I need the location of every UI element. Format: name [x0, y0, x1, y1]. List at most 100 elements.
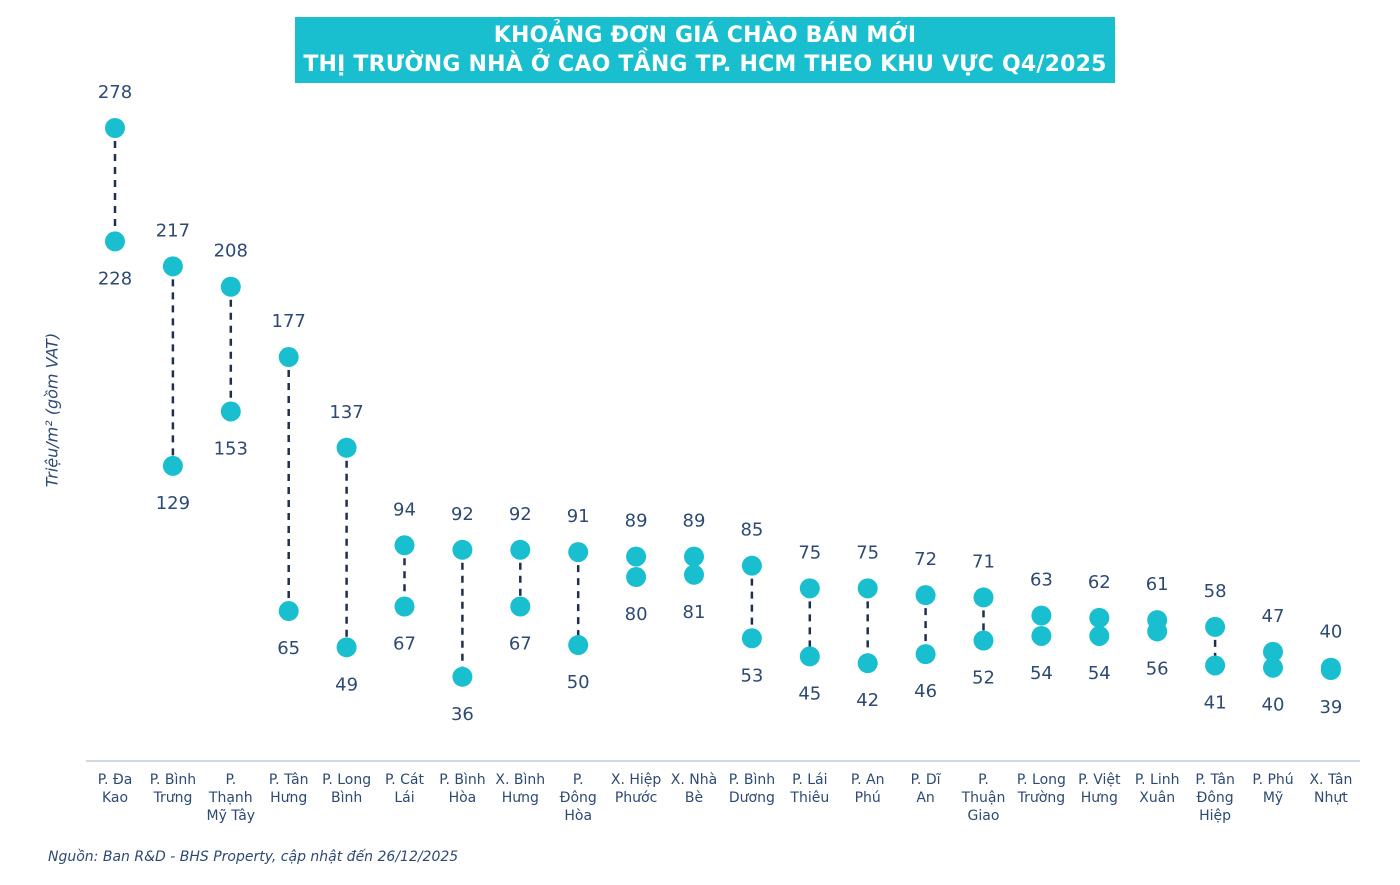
max-price-label: 278 — [98, 82, 132, 103]
max-price-label: 40 — [1319, 622, 1342, 643]
max-price-label: 58 — [1204, 581, 1227, 602]
max-price-label: 61 — [1146, 574, 1169, 595]
category-label-line: P. Bình — [729, 772, 775, 788]
min-price-dot — [684, 564, 704, 585]
category-label-line: Hòa — [449, 790, 477, 806]
min-price-dot — [799, 646, 820, 667]
category-label-line: P. — [978, 772, 989, 788]
min-price-label: 52 — [972, 668, 995, 689]
category-label-line: Xuân — [1139, 790, 1175, 806]
min-price-label: 54 — [1030, 663, 1053, 684]
category-label-line: Nhựt — [1314, 790, 1348, 806]
category-label-line: X. Tân — [1309, 772, 1352, 788]
min-price-dot — [510, 596, 531, 617]
category-label-line: Kao — [102, 790, 128, 806]
category-label-line: Hưng — [1081, 790, 1118, 806]
category-label-line: Đông — [560, 790, 597, 806]
category-label-line: P. Cát — [385, 772, 425, 788]
min-price-dot — [452, 666, 473, 687]
min-price-dot — [626, 567, 647, 588]
category-label: P. Thuận Giao — [961, 772, 1006, 824]
max-price-dot — [741, 555, 762, 576]
max-price-dot — [684, 546, 704, 567]
min-price-label: 81 — [683, 602, 706, 623]
min-price-label: 49 — [335, 674, 358, 695]
category-label: P. Tân Hưng — [269, 772, 309, 806]
max-price-label: 85 — [740, 520, 763, 541]
category-label-line: Bình — [331, 790, 362, 806]
category-label-line: X. Hiệp — [611, 772, 662, 788]
max-price-label: 89 — [683, 511, 706, 532]
max-price-dot — [1031, 605, 1052, 626]
max-price-dot — [105, 118, 125, 138]
max-price-label: 75 — [798, 542, 821, 563]
min-price-label: 46 — [914, 681, 937, 702]
chart-title-box: KHOẢNG ĐƠN GIÁ CHÀO BÁN MỚI THỊ TRƯỜNG N… — [295, 17, 1115, 83]
max-price-label: 75 — [856, 542, 879, 563]
min-price-dot — [973, 630, 994, 651]
max-price-dot — [1205, 616, 1226, 637]
category-label-line: P. Linh — [1135, 772, 1180, 788]
category-label: P. An Phú — [851, 772, 885, 806]
category-label-line: Thạnh — [208, 790, 253, 806]
max-price-label: 62 — [1088, 572, 1111, 593]
category-label-line: X. Nhà — [671, 772, 717, 788]
category-label-line: P. — [225, 772, 236, 788]
category-label-line: Thiêu — [789, 790, 829, 806]
category-label: X. Tân Nhựt — [1309, 772, 1352, 806]
max-price-label: 71 — [972, 551, 995, 572]
min-price-label: 42 — [856, 690, 879, 711]
category-label-line: P. Lái — [792, 772, 827, 788]
max-price-label: 89 — [625, 511, 648, 532]
max-price-dot — [336, 437, 357, 458]
category-label: X. Hiệp Phước — [611, 772, 662, 806]
category-label-line: Phú — [855, 790, 881, 806]
category-label-line: P. Phú — [1252, 772, 1293, 788]
min-price-label: 36 — [451, 704, 474, 725]
min-price-label: 65 — [277, 638, 300, 659]
min-price-dot — [1147, 621, 1168, 642]
max-price-dot — [799, 578, 820, 599]
min-price-label: 67 — [509, 634, 532, 655]
chart-title-line-2: THỊ TRƯỜNG NHÀ Ở CAO TẦNG TP. HCM THEO K… — [303, 52, 1107, 77]
category-label-line: Lái — [394, 790, 414, 806]
category-label-line: Mỹ Tây — [206, 808, 255, 824]
category-label-line: Hưng — [270, 790, 307, 806]
category-label-line: P. Việt — [1078, 772, 1121, 788]
category-label: P. Bình Hòa — [439, 772, 485, 806]
min-price-dot — [1031, 625, 1052, 646]
min-price-dot — [162, 455, 183, 476]
category-label-line: An — [916, 790, 934, 806]
category-label-line: Giao — [968, 808, 1000, 824]
max-price-dot — [452, 539, 473, 560]
category-label: P. Bình Dương — [729, 772, 775, 806]
category-label-line: Bè — [685, 790, 703, 806]
category-label-line: Hòa — [564, 808, 592, 824]
category-label-line: P. Tân — [269, 772, 309, 788]
max-price-label: 47 — [1262, 606, 1285, 627]
min-price-dot — [220, 401, 241, 422]
min-price-dot — [394, 596, 415, 617]
category-label-line: Hưng — [502, 790, 539, 806]
min-price-label: 45 — [798, 683, 821, 704]
max-price-label: 94 — [393, 499, 416, 520]
category-label: X. Nhà Bè — [671, 772, 717, 806]
min-price-dot — [1089, 625, 1110, 646]
min-price-label: 39 — [1319, 697, 1342, 718]
max-price-label: 208 — [214, 241, 248, 262]
min-price-label: 40 — [1262, 695, 1285, 716]
category-label-line: P. — [573, 772, 584, 788]
min-price-label: 228 — [98, 268, 132, 289]
category-label-line: Đông — [1197, 790, 1234, 806]
max-price-label: 63 — [1030, 570, 1053, 591]
min-price-label: 67 — [393, 634, 416, 655]
min-price-dot — [105, 231, 125, 252]
min-price-label: 80 — [625, 604, 648, 625]
max-price-dot — [626, 546, 647, 567]
max-price-label: 91 — [567, 506, 590, 527]
max-price-dot — [915, 585, 936, 606]
max-price-dot — [568, 542, 589, 563]
max-price-label: 137 — [329, 402, 363, 423]
min-price-dot — [1320, 660, 1341, 680]
min-price-label: 54 — [1088, 663, 1111, 684]
